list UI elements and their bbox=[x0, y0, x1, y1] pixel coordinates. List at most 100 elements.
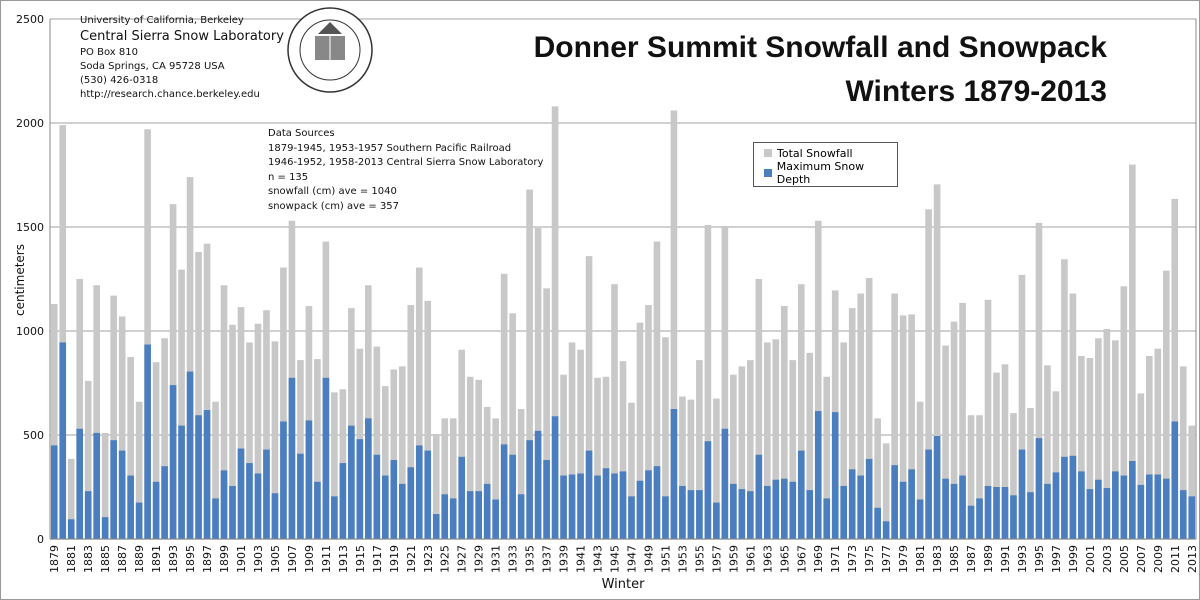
snowfall-bar bbox=[619, 361, 627, 539]
snow-depth-bar bbox=[288, 377, 296, 539]
x-tick-label: 1891 bbox=[150, 545, 163, 573]
snow-depth-bar bbox=[814, 411, 822, 539]
snowfall-bar bbox=[500, 273, 508, 539]
snowfall-bar bbox=[662, 337, 669, 539]
seal-star-icon bbox=[318, 22, 342, 34]
x-tick-label: 1995 bbox=[1033, 545, 1046, 573]
snowfall-bar bbox=[1120, 286, 1128, 539]
snow-depth-bar bbox=[967, 505, 975, 539]
snow-depth-bar bbox=[993, 487, 1000, 539]
snowfall-bar bbox=[560, 374, 567, 539]
x-tick-label: 1993 bbox=[1016, 545, 1029, 573]
x-tick-label: 1913 bbox=[337, 545, 350, 573]
snow-depth-bar bbox=[135, 502, 143, 539]
x-tick-label: 1939 bbox=[558, 545, 571, 573]
snow-depth-bar bbox=[560, 475, 567, 539]
snow-depth-bar bbox=[322, 377, 330, 539]
snowfall-bar bbox=[59, 125, 67, 539]
snowfall-bar bbox=[152, 362, 160, 539]
x-tick-label: 1969 bbox=[812, 545, 825, 573]
snowfall-bar bbox=[696, 360, 703, 539]
snow-depth-bar bbox=[950, 483, 958, 539]
snowfall-bar bbox=[390, 369, 398, 539]
seal-inner-ring bbox=[299, 19, 361, 81]
snowfall-bar bbox=[1162, 270, 1170, 539]
snow-depth-bar bbox=[1086, 489, 1094, 539]
snowfall-bar bbox=[848, 308, 856, 539]
snowfall-bar bbox=[1146, 355, 1153, 539]
snowfall-bar bbox=[704, 224, 712, 540]
snow-depth-bar bbox=[169, 385, 177, 539]
snow-depth-bar bbox=[84, 491, 92, 539]
snow-depth-bar bbox=[653, 466, 661, 539]
snow-depth-bar bbox=[1018, 449, 1026, 539]
x-tick-label: 1953 bbox=[676, 545, 689, 573]
snowfall-bar bbox=[789, 360, 797, 539]
snowfall-bar bbox=[1154, 348, 1162, 539]
x-tick-label: 1997 bbox=[1050, 545, 1063, 573]
x-tick-label: 1921 bbox=[405, 545, 418, 573]
x-tick-label: 1945 bbox=[609, 545, 622, 573]
snowfall-bar bbox=[118, 316, 126, 539]
snow-depth-bar bbox=[1010, 495, 1017, 539]
x-tick-label: 1981 bbox=[914, 545, 927, 573]
lab-info: University of California, Berkeley Centr… bbox=[80, 14, 284, 102]
x-tick-label: 2013 bbox=[1186, 545, 1199, 573]
snowfall-bar bbox=[161, 338, 168, 539]
x-tick-label: 1915 bbox=[354, 545, 367, 573]
snowfall-bar bbox=[645, 305, 652, 539]
snow-depth-bar bbox=[449, 498, 457, 539]
snowfall-bar bbox=[1086, 358, 1094, 539]
snowfall-bar bbox=[755, 279, 763, 539]
snow-depth-bar bbox=[152, 481, 160, 539]
snow-depth-bar bbox=[1052, 472, 1060, 539]
x-tick-label: 2003 bbox=[1101, 545, 1114, 573]
snow-depth-bar bbox=[373, 454, 381, 539]
snowfall-bar bbox=[1095, 338, 1102, 539]
data-sources: Data Sources 1879-1945, 1953-1957 Southe… bbox=[268, 127, 543, 214]
snow-depth-bar bbox=[840, 485, 848, 539]
snowfall-bar bbox=[449, 418, 457, 539]
snowfall-bar bbox=[178, 269, 185, 539]
x-tick-label: 2011 bbox=[1169, 545, 1182, 573]
x-tick-label: 1901 bbox=[235, 545, 248, 573]
snowfall-bar bbox=[738, 366, 746, 539]
snowfall-bar bbox=[891, 293, 898, 539]
snowfall-bar bbox=[1188, 425, 1196, 539]
snow-depth-bar bbox=[1112, 471, 1119, 539]
x-tick-label: 1951 bbox=[659, 545, 672, 573]
snowfall-bar bbox=[373, 346, 381, 539]
snowfall-bar bbox=[237, 307, 245, 539]
snow-depth-bar bbox=[195, 415, 202, 539]
snow-depth-bar bbox=[891, 465, 898, 539]
x-tick-label: 1963 bbox=[761, 545, 774, 573]
snowfall-bar bbox=[127, 357, 134, 539]
x-tick-label: 1961 bbox=[744, 545, 757, 573]
snowfall-bar bbox=[169, 204, 177, 539]
snowfall-bar bbox=[50, 303, 58, 539]
snow-depth-bar bbox=[365, 418, 372, 539]
legend-label: Total Snowfall bbox=[777, 146, 853, 160]
snowfall-bar bbox=[314, 359, 321, 539]
x-tick-label: 1973 bbox=[846, 545, 859, 573]
snow-depth-bar bbox=[857, 475, 864, 539]
x-tick-label: 1977 bbox=[880, 545, 893, 573]
snowfall-bar bbox=[229, 324, 236, 539]
snow-depth-bar bbox=[619, 471, 627, 539]
snowfall-bar bbox=[568, 342, 576, 539]
snow-depth-bar bbox=[662, 496, 669, 539]
snowfall-bar bbox=[297, 360, 304, 539]
snowfall-bar bbox=[67, 458, 75, 539]
chart-title: Donner Summit Snowfall and Snowpack bbox=[533, 31, 1107, 64]
snow-depth-bar bbox=[1188, 496, 1196, 539]
snow-depth-bar bbox=[212, 498, 219, 539]
snowfall-bar bbox=[797, 284, 805, 539]
snow-depth-bar bbox=[415, 445, 423, 539]
snow-depth-bar bbox=[1044, 483, 1051, 539]
sources-line-2: 1946-1952, 1958-2013 Central Sierra Snow… bbox=[268, 157, 544, 168]
x-tick-label: 1929 bbox=[473, 545, 486, 573]
snow-depth-bar bbox=[704, 441, 712, 539]
snowfall-bar bbox=[1010, 413, 1017, 539]
snowfall-average: snowfall (cm) ave = 1040 bbox=[268, 186, 397, 197]
snowfall-bar bbox=[551, 106, 559, 540]
